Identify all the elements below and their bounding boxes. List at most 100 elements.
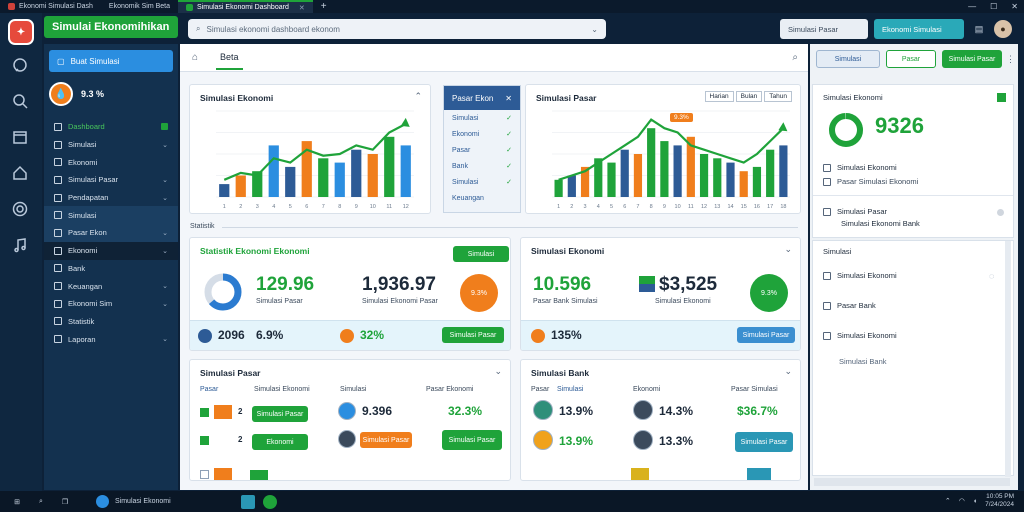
row-orange-pill[interactable]: Simulasi Pasar <box>360 432 412 448</box>
right-line-text: Simulasi Ekonomi <box>837 271 897 280</box>
more-icon[interactable]: ⋮ <box>1006 54 1015 64</box>
x-tick-label: 7 <box>322 204 325 210</box>
minimize-icon[interactable]: — <box>968 2 977 11</box>
sidebar-item[interactable]: Simulasi <box>44 206 178 225</box>
sidebar-item[interactable]: Laporan ⌄ <box>44 330 178 348</box>
app-logo[interactable]: ✦ <box>8 19 34 45</box>
strip-right-button[interactable]: Simulasi Pasar <box>737 327 795 343</box>
sidebar-item[interactable]: Ekonomi ⌄ <box>44 241 178 260</box>
row-pill[interactable]: Simulasi Pasar <box>252 406 308 422</box>
row-action-button[interactable]: Simulasi Pasar <box>735 432 793 452</box>
right-button-market[interactable]: Pasar <box>886 50 936 68</box>
sidebar-item[interactable]: Ekonomi <box>44 153 178 171</box>
pinned-app-icon[interactable] <box>262 494 277 509</box>
chevron-down-icon[interactable]: ⌄ <box>591 24 598 34</box>
toggle-month[interactable]: Bulan <box>735 91 763 102</box>
dropdown-item[interactable]: Keuangan <box>444 190 520 206</box>
row-checkbox[interactable] <box>200 408 209 417</box>
close-icon[interactable]: ✕ <box>505 93 512 103</box>
avatar[interactable]: ● <box>994 20 1012 38</box>
sidebar-item[interactable]: Statistik <box>44 313 178 331</box>
volume-icon[interactable]: ◖ <box>972 497 978 505</box>
stat-right-orb: 9.3% <box>750 274 788 312</box>
menu-icon[interactable]: ▤ <box>974 23 984 34</box>
dropdown-item[interactable]: Simulasi ✓ <box>444 110 520 126</box>
sidebar-item[interactable]: Simulasi ⌄ <box>44 136 178 154</box>
row-action-button[interactable]: Simulasi Pasar <box>442 430 502 450</box>
close-tab-icon[interactable]: ✕ <box>298 4 305 12</box>
sidebar-item[interactable]: Pendapatan ⌄ <box>44 189 178 207</box>
row-pill[interactable]: Ekonomi <box>252 434 308 450</box>
browser-tab[interactable]: Ekonomik Sim Beta <box>101 0 178 13</box>
wifi-icon[interactable]: ◠ <box>958 498 965 505</box>
x-tick-label: 3 <box>584 204 587 210</box>
info-icon[interactable]: ◌ <box>989 271 995 281</box>
chart-bar <box>367 154 378 197</box>
tab-beta[interactable]: Beta <box>216 46 243 70</box>
stat-left-action-button[interactable]: Simulasi <box>453 246 509 262</box>
maximize-icon[interactable]: ☐ <box>990 2 998 11</box>
start-icon[interactable]: ⊞ <box>14 498 20 506</box>
collapse-icon[interactable]: ⌄ <box>784 244 792 254</box>
music-icon[interactable] <box>12 237 28 253</box>
browser-tab[interactable]: Ekonomi Simulasi Dash <box>0 0 101 13</box>
toggle-daily[interactable]: Harian <box>704 91 734 102</box>
sidebar-item[interactable]: Simulasi Pasar ⌄ <box>44 171 178 189</box>
strip-left-button[interactable]: Simulasi Pasar <box>442 327 504 343</box>
right-line: Simulasi Ekonomi Bank <box>841 219 920 228</box>
dropdown-header[interactable]: Pasar Ekon ✕ <box>444 86 520 110</box>
address-bar[interactable]: ⌕ Simulasi ekonomi dashboard ekonom ⌄ <box>188 19 606 39</box>
settings-icon[interactable] <box>12 201 28 217</box>
clock[interactable]: 10:05 PM 7/24/2024 <box>985 493 1014 509</box>
x-tick-label: 8 <box>338 204 341 210</box>
sidebar-item[interactable]: Pasar Ekon ⌄ <box>44 224 178 242</box>
new-tab-button[interactable]: + <box>320 1 327 12</box>
row-checkbox[interactable] <box>200 436 209 445</box>
column-header: Ekonomi <box>633 386 661 393</box>
chat-icon[interactable] <box>12 57 28 73</box>
create-simulation-button[interactable]: ▢ Buat Simulasi <box>49 50 173 72</box>
toggle-year[interactable]: Tahun <box>764 91 792 102</box>
search-icon[interactable] <box>12 93 28 109</box>
header-button-economy[interactable]: Ekonomi Simulasi <box>874 19 964 39</box>
back-icon[interactable]: ⌂ <box>192 52 199 63</box>
collapse-icon[interactable]: ⌄ <box>494 366 502 376</box>
chart-bar <box>318 158 329 197</box>
collapse-icon[interactable]: ⌃ <box>414 91 422 101</box>
collapse-icon[interactable]: ⌄ <box>784 366 792 376</box>
dropdown-item[interactable]: Ekonomi ✓ <box>444 126 520 142</box>
header-button-market[interactable]: Simulasi Pasar <box>780 19 868 39</box>
stat-right-strip: 135% Simulasi Pasar <box>521 320 800 350</box>
chart-bar <box>400 145 411 197</box>
dropdown-item[interactable]: Simulasi ✓ <box>444 174 520 190</box>
chevron-down-icon: ⌄ <box>162 300 168 308</box>
home-icon[interactable] <box>12 165 28 181</box>
dropdown-item-label: Ekonomi <box>452 130 480 138</box>
right-button-simulation[interactable]: Simulasi <box>816 50 880 68</box>
market-dropdown[interactable]: Pasar Ekon ✕ Simulasi ✓ Ekonomi ✓ Pasar ✓ Bank… <box>443 85 521 213</box>
scrollbar[interactable] <box>1005 241 1011 477</box>
more-icon[interactable]: ⋮ <box>1018 20 1024 38</box>
pinned-app-icon[interactable] <box>240 494 255 509</box>
right-card-checkbox[interactable] <box>997 93 1006 102</box>
search-icon[interactable]: ⌕ <box>39 497 43 505</box>
right-button-simulate-market[interactable]: Simulasi Pasar <box>942 50 1002 68</box>
search-icon[interactable]: ⌕ <box>792 52 798 63</box>
chart-bar <box>673 145 682 197</box>
horizontal-scrollbar[interactable] <box>814 478 1010 486</box>
sidebar-item[interactable]: Bank <box>44 260 178 278</box>
sidebar-item[interactable]: Dashboard <box>44 118 178 136</box>
gauge-arc <box>829 113 863 147</box>
x-tick-label: 12 <box>701 204 707 210</box>
sidebar-item[interactable]: Keuangan ⌄ <box>44 277 178 295</box>
browser-tab-active[interactable]: Simulasi Ekonomi Dashboard ✕ <box>178 0 313 13</box>
dropdown-item[interactable]: Bank ✓ <box>444 158 520 174</box>
dropdown-item[interactable]: Pasar ✓ <box>444 142 520 158</box>
row-checkbox[interactable] <box>200 470 209 479</box>
task-view-icon[interactable]: ❐ <box>61 498 69 506</box>
sidebar-item[interactable]: Ekonomi Sim ⌄ <box>44 295 178 313</box>
close-window-icon[interactable]: ✕ <box>1011 2 1018 11</box>
chevron-up-icon[interactable]: ⌃ <box>944 498 951 505</box>
taskbar-app[interactable]: Simulasi Ekonomi <box>96 495 171 508</box>
calendar-icon[interactable] <box>12 129 28 145</box>
